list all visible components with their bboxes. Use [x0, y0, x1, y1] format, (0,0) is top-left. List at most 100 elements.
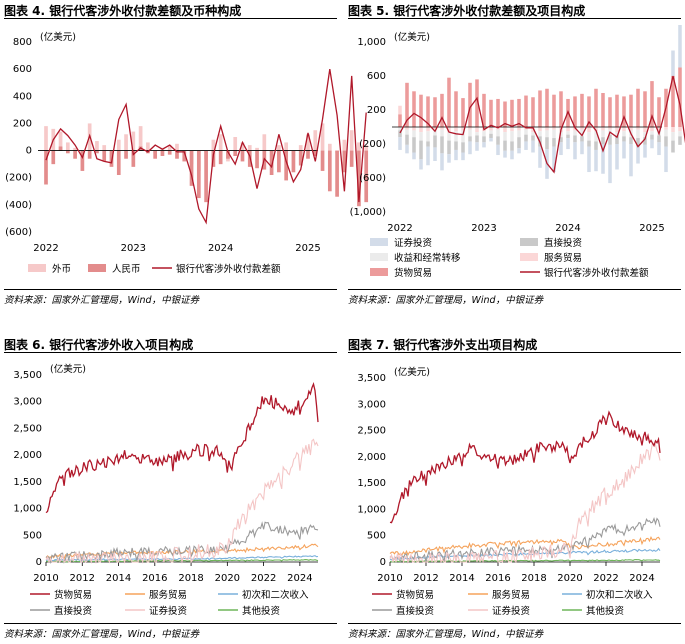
chart7-title-rule	[348, 352, 681, 353]
chart4-bar-rmb	[277, 150, 281, 173]
chart5-bar-securities	[531, 140, 535, 153]
chart7-legend-direct-label: 直接投资	[396, 605, 435, 617]
chart5-bar-securities	[678, 25, 682, 68]
chart5-bar-goods	[398, 114, 402, 127]
chart4-bar-foreign	[73, 147, 77, 151]
chart6-legend-goods-label: 货物贸易	[54, 589, 92, 601]
chart5-ytick-label: 200	[367, 105, 386, 116]
chart5-bar-goods	[524, 95, 528, 127]
chart5-bar-goods	[503, 101, 507, 127]
chart7-line-direct	[389, 516, 661, 564]
chart6-xtick-label: 2018	[178, 573, 203, 584]
chart4-bar-rmb	[160, 150, 165, 156]
chart5-bar-income	[510, 131, 514, 142]
chart5-bar-goods	[545, 88, 549, 127]
chart4-bar-rmb	[167, 150, 172, 155]
chart4-bar-rmb	[73, 150, 77, 159]
chart5-bar-service	[426, 127, 430, 132]
chart5-bar-direct	[643, 137, 647, 145]
chart5-legend-income-label: 收益和经常转移	[394, 252, 461, 264]
chart5-bar-direct	[468, 136, 472, 142]
chart5-xtick-label: 2025	[639, 223, 664, 234]
chart4-title-rule	[4, 18, 337, 19]
chart5-bar-securities	[398, 137, 402, 150]
chart5-bar-service	[650, 127, 654, 132]
chart5-bar-service	[545, 127, 549, 131]
chart5-bar-direct	[629, 137, 633, 144]
chart5-bar-income	[559, 132, 563, 138]
chart6-xtick-label: 2012	[70, 573, 95, 584]
chart6-legend-other-label: 其他投资	[242, 605, 281, 617]
chart5-bar-income	[650, 131, 654, 135]
chart4-bar-rmb	[87, 150, 92, 159]
chart4-bar-foreign	[284, 142, 289, 151]
chart5-bar-direct	[426, 141, 430, 147]
chart5-bar-securities	[524, 141, 528, 150]
chart4-bar-rmb	[226, 150, 230, 159]
chart5-bar-service	[510, 127, 514, 132]
chart5-bar-service	[671, 127, 675, 133]
chart7-xtick-label: 2024	[629, 573, 654, 584]
chart5-bar-service	[643, 127, 647, 133]
chart4-unit-label: (亿美元)	[40, 31, 76, 43]
chart5-bar-income	[503, 132, 507, 141]
chart5-bar-direct	[447, 140, 451, 155]
chart4-bar-rmb	[58, 146, 63, 151]
chart5-bar-goods	[608, 97, 612, 127]
chart5-bar-securities	[412, 152, 416, 160]
chart4-bar-foreign	[218, 134, 223, 151]
chart5-bar-goods	[461, 98, 465, 127]
chart5-bar-income	[678, 131, 682, 137]
chart5-bar-income	[643, 132, 647, 138]
chart4-bar-rmb	[357, 150, 361, 207]
chart5-bar-goods	[678, 67, 682, 127]
chart5-bar-income	[489, 130, 493, 134]
chart5-bar-direct	[552, 138, 556, 147]
chart4-bar-rmb	[189, 150, 194, 186]
chart5-bar-goods	[601, 93, 605, 127]
chart5-bar-direct	[566, 134, 570, 139]
chart5-bar-direct	[615, 135, 619, 144]
chart5-bar-securities	[517, 148, 521, 154]
chart6-title-rule	[4, 352, 337, 353]
chart5-bar-service	[580, 127, 584, 130]
chart4-bar-rmb	[335, 150, 339, 197]
chart5-bar-securities	[664, 146, 668, 173]
chart5-bar-service	[608, 127, 612, 130]
chart5-bar-securities	[433, 147, 437, 161]
chart5-bar-service	[566, 127, 570, 132]
chart5-bar-goods	[559, 91, 563, 127]
chart4-bar-foreign	[146, 142, 150, 151]
chart5-bar-service	[440, 127, 444, 130]
chart4-bar-foreign	[233, 137, 238, 151]
chart6-title: 图表 6. 银行代客涉外收入项目构成	[4, 338, 194, 352]
chart5-bar-service	[594, 127, 598, 132]
chart5-bar-service	[475, 127, 479, 133]
chart6-ytick-label: 1,000	[13, 504, 42, 515]
chart4-bar-foreign	[167, 145, 172, 151]
chart5-bar-income	[405, 129, 409, 135]
chart6-unit-label: (亿美元)	[50, 363, 86, 375]
chart5-bar-service	[433, 127, 437, 131]
chart5-bar-service	[664, 127, 668, 130]
chart7-xtick-label: 2014	[449, 573, 474, 584]
chart5-bar-direct	[412, 137, 416, 153]
chart4-ytick-label: 800	[13, 37, 32, 48]
chart6-xtick-label: 2014	[106, 573, 131, 584]
chart6-xtick-label: 2024	[287, 573, 312, 584]
chart4-bar-rmb	[175, 150, 179, 159]
chart5-bar-securities	[601, 144, 605, 174]
chart5-bar-direct	[510, 141, 514, 151]
chart5-bar-goods	[594, 88, 598, 127]
chart5-bar-securities	[454, 149, 458, 161]
chart5-bar-securities	[489, 138, 493, 142]
chart5-bar-service	[615, 127, 619, 133]
chart7-line-goods	[389, 410, 661, 524]
chart5-bar-service	[405, 127, 409, 130]
chart4-ytick-label: 400	[13, 91, 32, 102]
chart5-bar-income	[482, 131, 486, 137]
chart5-bar-securities	[615, 144, 619, 170]
chart4-xtick-label: 2022	[33, 243, 58, 254]
chart5-bar-goods	[643, 91, 647, 127]
chart6-ytick-label: 2,000	[13, 450, 42, 461]
